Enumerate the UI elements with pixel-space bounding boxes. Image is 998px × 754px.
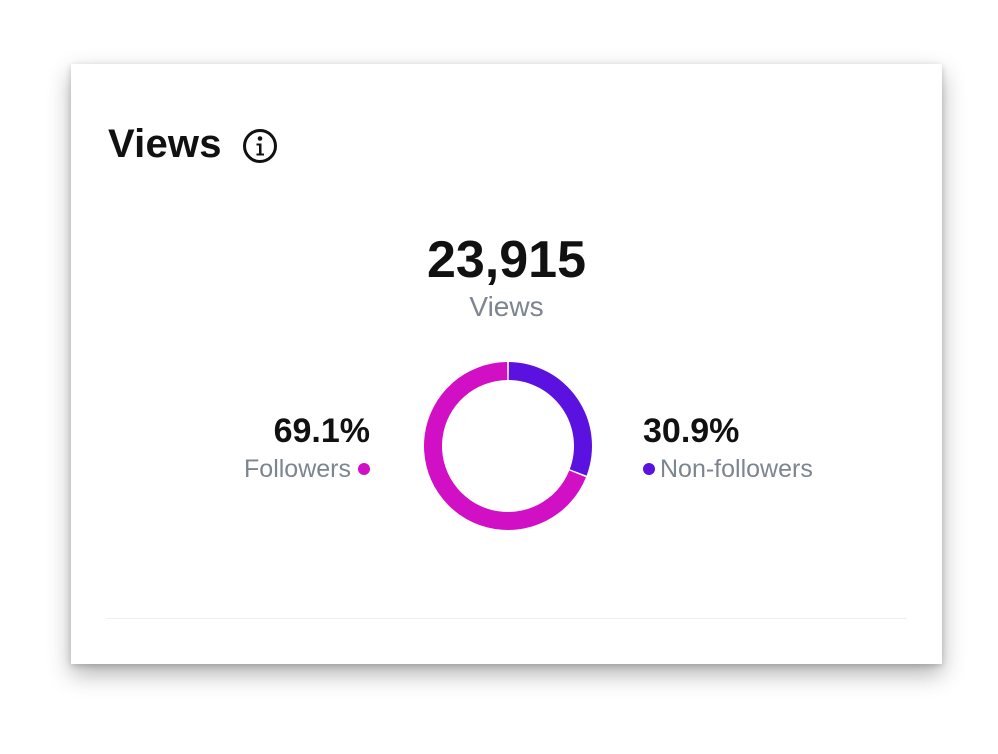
followers-stat: 69.1% Followers: [244, 410, 370, 486]
total-views-value: 23,915: [426, 231, 587, 289]
card-header: Views: [108, 122, 278, 167]
followers-dot: [358, 463, 370, 475]
followers-legend: Followers: [244, 452, 370, 486]
non-followers-stat: 30.9% Non-followers: [643, 410, 813, 486]
donut-slice-non-followers: [508, 362, 592, 476]
non-followers-percent: 30.9%: [643, 412, 740, 450]
followers-percent: 69.1%: [273, 412, 370, 450]
views-donut-chart: [424, 362, 592, 530]
non-followers-label: Non-followers: [660, 455, 813, 483]
non-followers-dot: [643, 463, 655, 475]
followers-label: Followers: [244, 455, 351, 483]
non-followers-legend: Non-followers: [643, 452, 813, 486]
total-views-label: Views: [469, 291, 544, 322]
divider: [106, 618, 907, 619]
views-card: Views 23,915 Views 69.1% Followers 30.9%…: [71, 64, 942, 664]
info-icon[interactable]: [242, 128, 278, 164]
card-title: Views: [108, 122, 222, 166]
